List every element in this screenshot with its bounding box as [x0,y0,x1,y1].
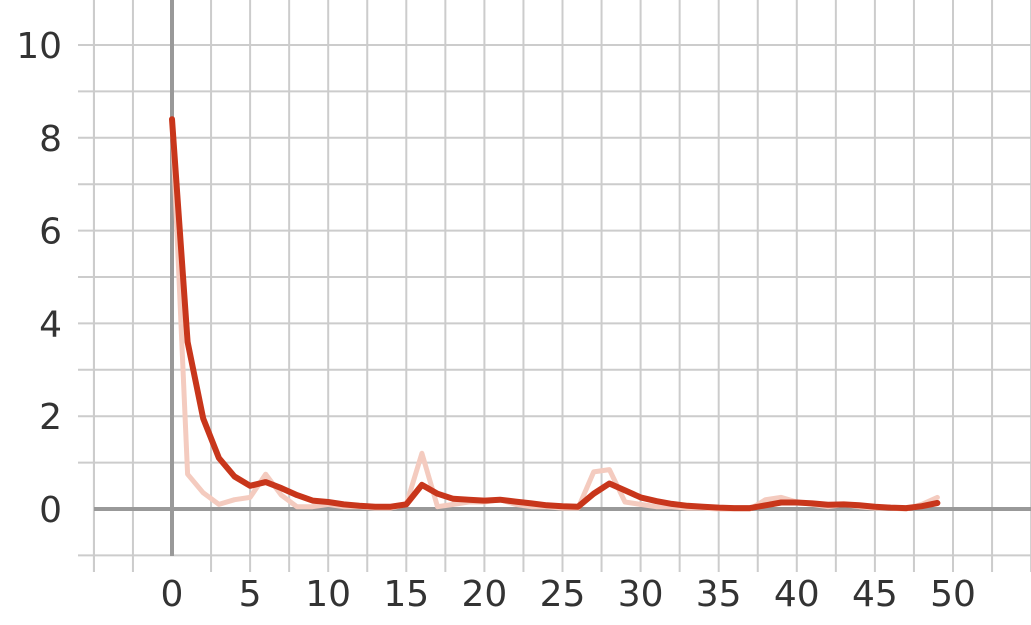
x-tick-label: 25 [540,574,586,615]
x-tick-label: 20 [461,574,507,615]
x-tick-label: 45 [852,574,898,615]
x-tick-label: 50 [930,574,976,615]
x-tick-label: 0 [161,574,184,615]
y-tick-label: 4 [39,304,62,345]
x-tick-label: 10 [305,574,351,615]
y-tick-label: 2 [39,397,62,438]
series-line-raw [169,116,940,512]
y-tick-label: 0 [39,490,62,531]
tick-labels: 0 5 10 15 20 25 30 35 40 45 50 0 2 4 6 8 10 [16,26,976,615]
grid [78,0,1031,572]
x-tick-label: 30 [618,574,664,615]
x-tick-label: 35 [696,574,742,615]
x-tick-label: 15 [383,574,429,615]
x-tick-label: 40 [774,574,820,615]
y-tick-label: 10 [16,26,62,67]
series-group [169,116,941,512]
series-line-smoothed [169,116,941,512]
y-tick-label: 8 [39,119,62,160]
x-tick-label: 5 [239,574,262,615]
y-tick-label: 6 [39,212,62,253]
